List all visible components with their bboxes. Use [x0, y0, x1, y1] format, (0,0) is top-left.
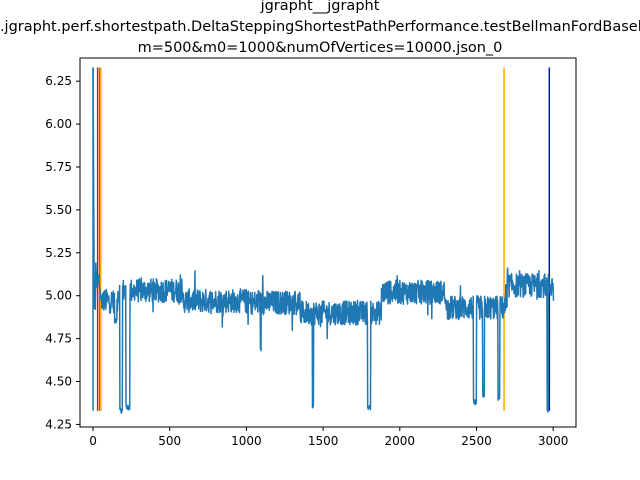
title-line-1: jgrapht__jgrapht	[260, 0, 380, 14]
plot-frame	[79, 57, 577, 428]
vertical-marker-lines	[92, 67, 551, 411]
series-line	[92, 67, 555, 414]
title-line-2: org.jgrapht.perf.shortestpath.DeltaStepp…	[0, 19, 640, 35]
y-tick-label: 5.75	[45, 160, 72, 174]
title-line-3: m=500&m0=1000&numOfVertices=10000.json_0	[138, 40, 503, 56]
y-tick-label: 5.00	[45, 289, 72, 303]
y-tick-label: 5.50	[45, 203, 72, 217]
x-tick-label: 2000	[385, 434, 416, 448]
x-tick-label: 3000	[538, 434, 569, 448]
x-tick-label: 2500	[461, 434, 492, 448]
y-axis: 4.25 4.50 4.75 5.00 5.25 5.50 5.75 6.00 6.25	[45, 74, 80, 431]
y-tick-label: 5.25	[45, 246, 72, 260]
series-layer	[92, 67, 555, 414]
x-tick-label: 500	[158, 434, 181, 448]
x-axis: 0 500 1000 1500 2000 2500 3000	[89, 427, 568, 448]
y-tick-label: 4.75	[45, 332, 72, 346]
chart-title: jgrapht__jgrapht org.jgrapht.perf.shorte…	[0, 0, 640, 56]
y-tick-label: 6.00	[45, 117, 72, 131]
y-tick-label: 4.50	[45, 375, 72, 389]
y-tick-label: 4.25	[45, 417, 72, 431]
x-tick-label: 1000	[231, 434, 262, 448]
x-tick-label: 0	[89, 434, 97, 448]
x-tick-label: 1500	[308, 434, 339, 448]
y-tick-label: 6.25	[45, 74, 72, 88]
